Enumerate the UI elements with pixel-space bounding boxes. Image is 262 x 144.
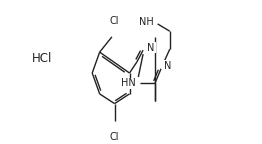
Text: HN: HN [121,78,135,88]
Text: Cl: Cl [110,16,119,26]
Text: NH: NH [139,17,153,27]
Text: N: N [164,61,171,71]
Text: Cl: Cl [110,132,119,142]
Text: HCl: HCl [32,52,52,65]
Text: N: N [148,43,155,53]
